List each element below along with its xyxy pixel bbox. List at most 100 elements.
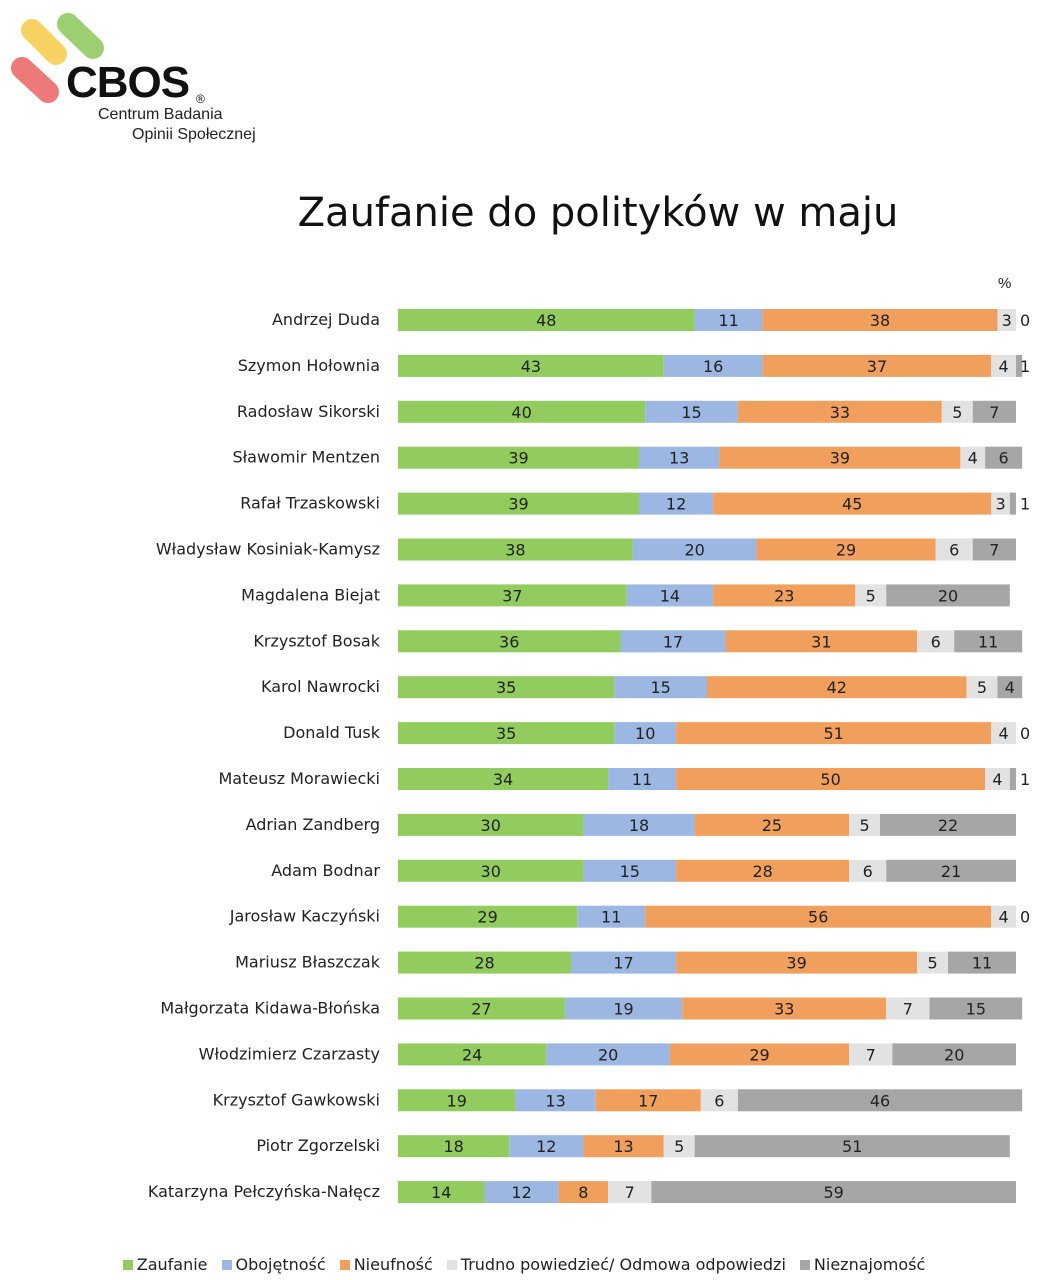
data-label: 3 — [1002, 311, 1012, 330]
bar-segment — [694, 309, 763, 331]
bar-segment — [571, 951, 677, 974]
bar-segment — [398, 722, 615, 745]
bar-segment — [614, 676, 707, 699]
data-label: 15 — [966, 1000, 986, 1019]
data-label: 11 — [601, 908, 621, 927]
bar-segment — [564, 997, 683, 1020]
data-label: 22 — [938, 816, 958, 835]
data-label: 12 — [536, 1137, 556, 1156]
category-label: Rafał Trzaskowski — [240, 494, 380, 513]
data-label: 5 — [952, 403, 962, 422]
category-label: Sławomir Mentzen — [232, 448, 380, 467]
data-label: 20 — [944, 1045, 964, 1064]
data-label: 5 — [859, 816, 869, 835]
logo-pills-icon — [11, 13, 104, 103]
category-label: Mariusz Błaszczak — [235, 953, 381, 972]
bar-segment — [626, 584, 714, 607]
data-label: 1 — [1020, 770, 1030, 789]
bar-segment — [398, 309, 695, 331]
data-label: 28 — [474, 954, 494, 973]
data-label: 0 — [1020, 908, 1030, 927]
data-label: 35 — [496, 724, 516, 743]
data-label: 6 — [931, 632, 941, 651]
bar-segment — [991, 492, 1010, 515]
bar-segment — [694, 1135, 1010, 1158]
legend-item: Obojętność — [221, 1255, 326, 1274]
category-label: Mateusz Morawiecki — [218, 769, 380, 788]
legend-label: Trudno powiedzieć/ Odmowa odpowiedzi — [460, 1255, 786, 1274]
legend-swatch — [799, 1259, 810, 1270]
bar-segment — [855, 584, 887, 607]
logo-subtitle-line1: Centrum Badania — [98, 106, 223, 123]
bar-segment — [608, 768, 677, 790]
bar-segment — [546, 1043, 670, 1066]
bar-segment — [713, 584, 856, 607]
data-label: 5 — [674, 1137, 684, 1156]
bar-segment — [583, 813, 695, 836]
bar-segment — [756, 538, 936, 561]
category-label: Andrzej Duda — [272, 310, 380, 329]
data-label: 7 — [989, 541, 999, 560]
data-label: 36 — [499, 632, 519, 651]
data-label: 18 — [629, 816, 649, 835]
bar-segment — [985, 768, 1010, 790]
bar-segment — [1016, 354, 1023, 377]
bar-segment — [558, 1181, 609, 1204]
data-label: 4 — [968, 449, 978, 468]
data-label: 6 — [949, 541, 959, 560]
data-label: 17 — [638, 1091, 658, 1110]
bar-segment — [719, 446, 961, 469]
data-label: 1 — [1020, 495, 1030, 514]
bar-segment — [997, 309, 1016, 331]
bar-segment — [398, 905, 578, 928]
data-label: 30 — [481, 862, 501, 881]
data-label: 39 — [830, 449, 850, 468]
data-label: 15 — [681, 403, 701, 422]
data-label: 20 — [684, 541, 704, 560]
bar-segment — [997, 676, 1023, 699]
data-label: 35 — [496, 678, 516, 697]
data-label: 59 — [824, 1183, 844, 1202]
legend-label: Nieufność — [353, 1255, 433, 1274]
data-label: 3 — [995, 495, 1005, 514]
bar-segment — [954, 630, 1023, 653]
bar-segment — [737, 1089, 1023, 1112]
bar-segment — [676, 859, 850, 882]
bar-segment — [985, 446, 1023, 469]
legend-swatch — [339, 1259, 350, 1270]
bar-segment — [639, 446, 720, 469]
data-label: 37 — [502, 586, 522, 605]
bar-segment — [917, 630, 955, 653]
bar-segment — [398, 859, 584, 882]
bar-segment — [1009, 768, 1016, 790]
data-label: 38 — [505, 541, 525, 560]
data-label: 4 — [992, 770, 1002, 789]
data-label: 43 — [521, 357, 541, 376]
data-label: 15 — [620, 862, 640, 881]
bar-segment — [398, 538, 633, 561]
data-label: 11 — [972, 954, 992, 973]
data-label: 42 — [827, 678, 847, 697]
data-label: 4 — [1005, 678, 1015, 697]
bar-segment — [398, 813, 584, 836]
bar-segment — [398, 1181, 485, 1204]
bar-segment — [639, 492, 714, 515]
data-label: 38 — [870, 311, 890, 330]
bar-segment — [737, 400, 942, 423]
data-label: 4 — [999, 357, 1009, 376]
bar-segment — [991, 354, 1016, 377]
data-label: 25 — [762, 816, 782, 835]
bar-segment — [620, 630, 726, 653]
data-label: 31 — [811, 632, 831, 651]
bar-segment — [651, 1181, 1016, 1204]
data-label: 7 — [989, 403, 999, 422]
bar-segment — [886, 584, 1010, 607]
legend-swatch — [122, 1259, 133, 1270]
bar-segment — [991, 722, 1016, 745]
bar-segment — [583, 859, 677, 882]
bar-segment — [849, 813, 881, 836]
data-label: 51 — [842, 1137, 862, 1156]
data-label: 40 — [511, 403, 531, 422]
data-label: 5 — [866, 586, 876, 605]
data-label: 10 — [635, 724, 655, 743]
